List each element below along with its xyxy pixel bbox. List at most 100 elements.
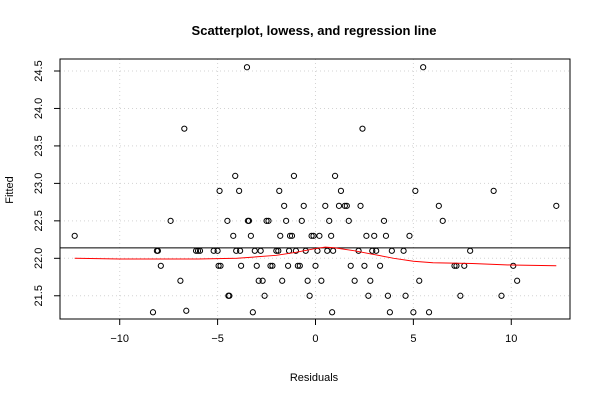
scatter-point [461,262,468,269]
scatter-point [553,202,560,209]
scatter-point [400,247,407,254]
scatter-point [149,309,157,316]
scatter-point [386,309,393,316]
scatter-point [284,262,292,269]
scatter-point [236,187,243,194]
scatter-point [243,64,251,71]
scatter-points [71,64,560,316]
x-tick-label: −10 [110,333,129,345]
scatter-point [406,232,413,239]
scatter-point [382,232,390,239]
scatter-point [277,232,284,239]
scatter-point [367,277,374,284]
scatter-point [181,125,188,132]
scatter-point [343,202,350,209]
x-axis-label: Residuals [290,372,339,384]
scatter-point [269,262,276,269]
scatter-point [279,277,286,284]
scatter-point [371,232,378,239]
scatter-point [216,187,223,194]
scatter-point [329,309,336,316]
scatter-point [341,202,348,209]
scatter-point [324,247,331,254]
scatter-point [290,172,298,179]
x-tick-label: −5 [211,333,224,345]
scatter-point [259,277,266,284]
scatter-point [304,277,311,284]
scatter-point [294,262,301,269]
scatter-point [357,202,364,209]
scatter-point [373,247,380,254]
scatter-point [490,187,497,194]
scatter-point [425,309,433,316]
scatter-point [217,262,224,269]
y-tick-label: 21.5 [33,285,45,306]
lowess-curve [74,246,557,267]
scatter-point [510,262,517,269]
y-tick-label: 23.0 [33,173,45,194]
scatter-point [183,307,190,314]
scatter-point [267,262,274,269]
scatter-point [263,217,270,224]
chart-title: Scatterplot, lowess, and regression line [192,23,437,38]
scatter-point [286,232,294,239]
scatter-point [498,292,505,299]
x-tick-label: 10 [505,333,517,345]
scatter-point [439,217,446,224]
scatter-point [318,277,325,284]
scatter-point [253,262,260,269]
scatter-point [402,292,409,299]
scatter-point [330,247,337,254]
scatter-point [232,172,239,179]
scatter-point [376,262,384,269]
scatter-point [514,277,521,284]
grid-lines [60,59,570,319]
scatter-point [380,217,388,224]
scatter-point [224,217,231,224]
y-tick-label: 24.5 [33,60,45,81]
scatter-point [420,64,427,71]
x-tick-label: 5 [410,333,416,345]
scatter-point [316,232,323,239]
y-axis: 21.5 22.0 22.5 23.0 23.5 24.0 24.5 [33,60,61,306]
scatter-point [359,125,366,132]
y-tick-label: 24.0 [33,98,45,119]
scatter-point [363,232,370,239]
scatter-point [306,292,313,299]
scatter-point [167,217,174,224]
scatter-point [322,202,329,209]
scatter-point [226,292,233,299]
scatter-point [435,202,442,209]
scatter-point [255,277,262,284]
scatter-point [326,217,333,224]
scatter-point [215,262,222,269]
scatter-point [345,217,352,224]
y-tick-label: 23.5 [33,135,45,156]
scatter-point [300,202,307,209]
scatter-point [384,292,392,299]
scatter-point [214,247,221,254]
scatter-point [71,232,78,239]
scatter-point [467,247,474,254]
scatter-point [237,247,244,254]
scatter-point [410,309,417,316]
scatter-point [457,292,464,299]
scatter-point [331,172,339,179]
scatter-point [230,232,237,239]
y-tick-label: 22.5 [33,210,45,231]
scatter-point [335,202,343,209]
scatter-point [298,217,305,224]
scatter-point [361,262,368,269]
scatter-point [249,309,256,316]
scatter-point [265,217,272,224]
scatter-point [157,262,164,269]
scatter-point [351,277,358,284]
scatter-point [312,262,319,269]
scatter-point [412,187,419,194]
scatter-point [308,232,315,239]
scatter-point [328,232,335,239]
scatter-point [261,292,268,299]
x-axis: −10 −5 0 5 10 [110,318,517,345]
x-tick-label: 0 [312,333,318,345]
scatter-point [288,232,296,239]
